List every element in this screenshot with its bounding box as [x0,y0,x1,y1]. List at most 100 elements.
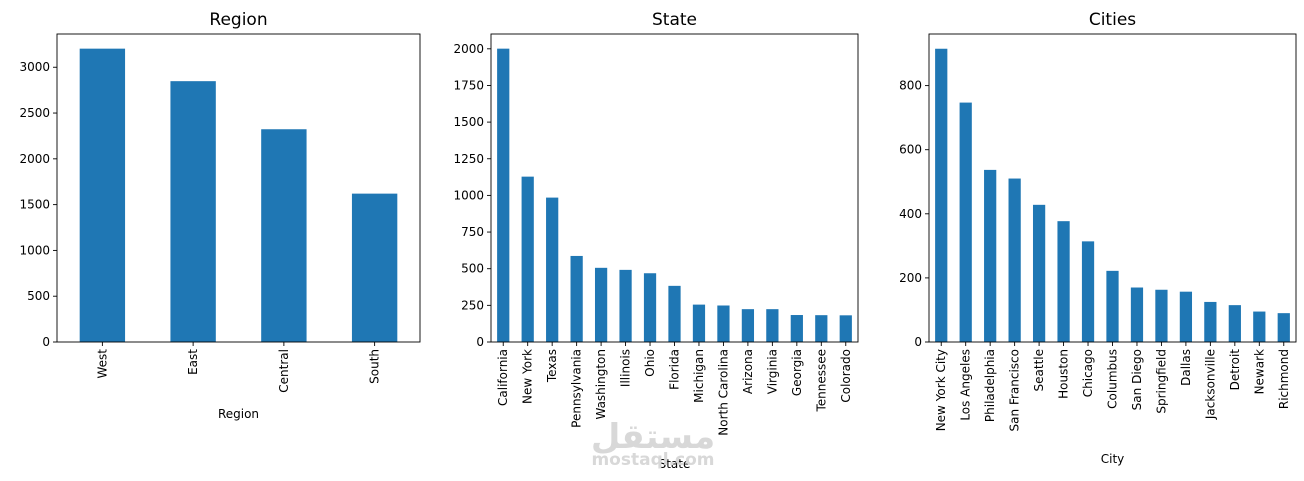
x-tick-label: Florida [668,349,682,390]
chart-title: Cities [1089,10,1136,30]
y-tick-label: 1500 [19,198,50,212]
bar [1155,289,1168,342]
x-tick-label: West [95,349,109,379]
bar [521,176,534,342]
bar [1130,287,1144,342]
watermark-logo: مستقل mostaql.com [588,420,718,469]
y-tick-label: 0 [914,335,922,349]
bar [619,269,632,342]
y-tick-label: 1250 [453,152,484,166]
bar [959,102,972,343]
x-tick-label: Texas [545,349,559,383]
y-tick-label: 1500 [453,115,484,129]
x-tick-label: Tennessee [814,349,828,413]
x-tick-label: Ohio [643,349,657,377]
bar [692,304,706,342]
bar [1106,270,1119,342]
bar [790,315,803,342]
x-axis-label: Region [218,407,259,421]
bar [497,48,510,342]
bar [1179,291,1193,342]
bar [261,129,307,342]
y-tick-label: 500 [461,262,484,276]
y-tick-label: 800 [899,79,922,93]
y-tick-label: 2000 [453,42,484,56]
chart-title: Region [209,10,267,30]
axes-frame [56,33,421,343]
bar [643,273,657,342]
bar [79,48,126,342]
x-tick-label: East [186,349,200,375]
bar [1008,178,1021,342]
x-tick-label: Central [277,349,291,393]
y-tick-label: 0 [476,335,484,349]
x-tick-label: Washington [594,349,608,420]
x-tick-label: Springfield [1154,349,1168,414]
bar [1081,241,1095,342]
y-tick-label: 750 [461,225,484,239]
y-tick-label: 600 [899,143,922,157]
x-tick-label: Houston [1057,349,1071,399]
x-tick-label: San Francisco [1008,349,1022,431]
bar [741,309,755,342]
watermark-latin: mostaql.com [591,450,715,470]
x-tick-label: North Carolina [716,349,730,436]
bar [351,193,398,342]
x-tick-label: Columbus [1106,349,1120,409]
bar [984,169,997,342]
bar [1057,221,1070,342]
bar [170,81,216,342]
x-tick-label: Arizona [741,349,755,394]
chart-0: 0 500 1000 1500 2000 2500 3000 West East Central S… [19,10,421,421]
x-tick-label: Georgia [790,349,804,396]
x-tick-label: Colorado [839,349,853,403]
bar [839,315,852,342]
watermark-arabic: مستقل [590,417,716,457]
bar [570,255,583,342]
y-tick-label: 500 [27,289,50,303]
y-tick-label: 400 [899,207,922,221]
x-tick-label: Richmond [1277,349,1291,409]
bar [717,305,730,342]
chart-1: 0 250 500 750 1000 1250 1500 1750 2000 California… [453,10,859,471]
x-axis-label: State [659,457,691,471]
bar [546,197,559,342]
bar [1032,204,1046,342]
x-tick-label: New York [521,349,535,404]
bar [668,285,681,342]
x-tick-label: Pennsylvania [570,349,584,428]
x-tick-label: Los Angeles [959,349,973,421]
bar [1277,313,1290,342]
x-tick-label: Detroit [1228,349,1242,391]
y-tick-label: 250 [461,298,484,312]
x-tick-label: Dallas [1179,349,1193,386]
x-tick-label: California [496,349,510,406]
bar [1204,301,1217,342]
bar [815,315,828,342]
x-tick-label: Chicago [1081,349,1095,397]
y-tick-label: 200 [899,271,922,285]
x-tick-label: Philadelphia [983,349,997,422]
x-tick-label: Illinois [619,349,633,387]
y-tick-label: 2500 [19,106,50,120]
x-tick-label: Virginia [765,349,779,394]
x-tick-label: Seattle [1032,349,1046,391]
chart-2: 0 200 400 600 800 New York City Los Angeles Phi… [899,10,1297,466]
y-tick-label: 1750 [453,78,484,92]
x-tick-label: New York City [934,349,948,431]
y-tick-label: 2000 [19,152,50,166]
y-tick-label: 3000 [19,60,50,74]
y-tick-label: 1000 [453,188,484,202]
x-tick-label: San Diego [1130,349,1144,410]
bar [1253,311,1266,342]
x-tick-label: South [368,349,382,384]
y-tick-label: 1000 [19,243,50,257]
x-tick-label: Jacksonville [1203,349,1217,420]
chart-title: State [652,10,697,30]
bar [935,48,948,342]
y-tick-label: 0 [42,335,50,349]
bar [1228,305,1241,342]
x-tick-label: Michigan [692,349,706,403]
bar [766,309,779,342]
